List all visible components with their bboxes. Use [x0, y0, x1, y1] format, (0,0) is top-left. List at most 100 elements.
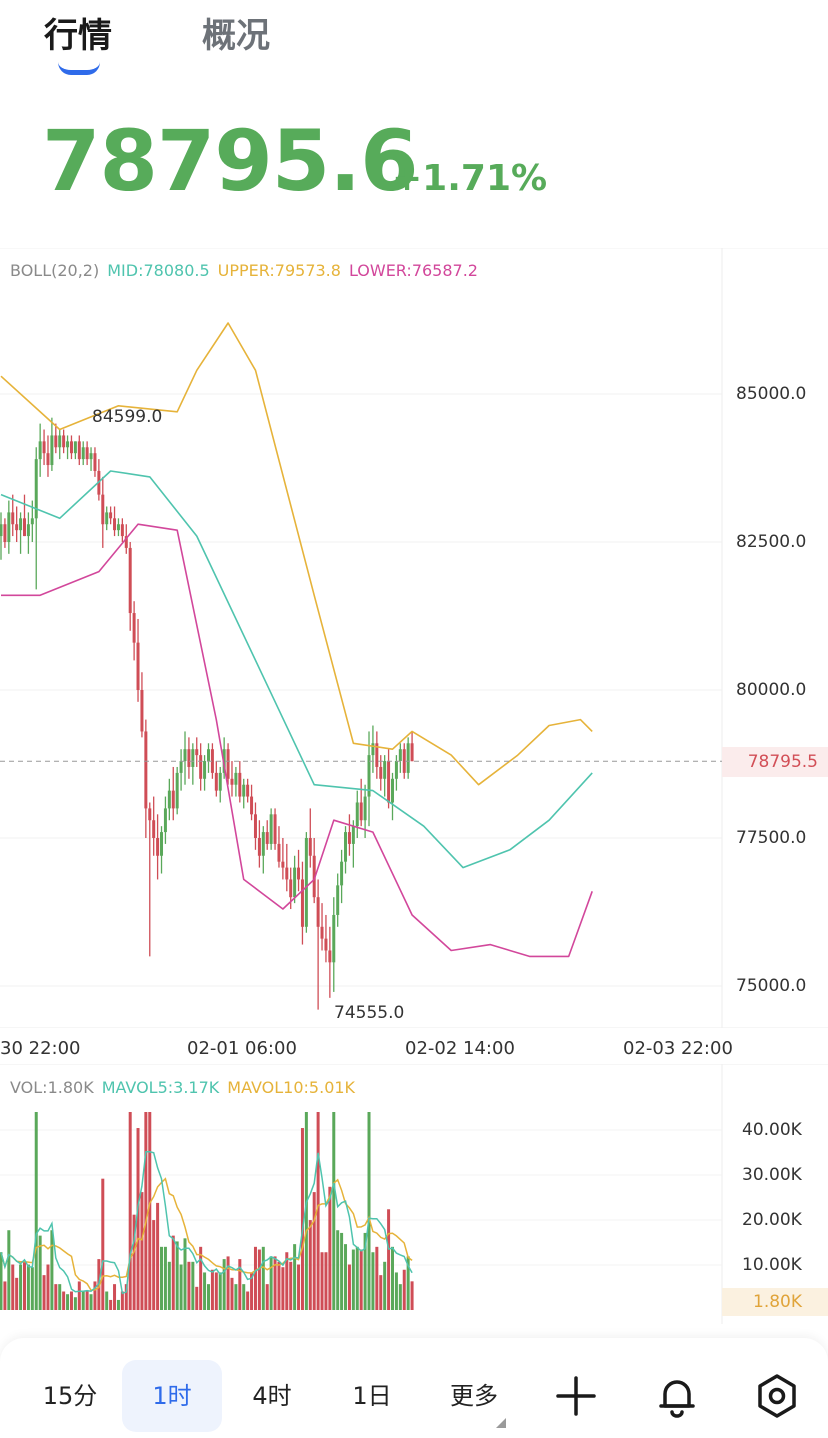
volume-bar [175, 1241, 179, 1310]
vol-tick-20k: 20.00K [742, 1210, 802, 1230]
candle-body [332, 914, 336, 963]
volume-bar [375, 1246, 379, 1310]
candle-body [402, 749, 406, 773]
interval-4h[interactable]: 4时 [252, 1382, 292, 1410]
interval-more[interactable]: 更多 [450, 1382, 498, 1410]
price-gridlines [0, 393, 722, 987]
vol-mavol5: MAVOL5:3.17K [101, 1078, 220, 1097]
plus-icon[interactable] [552, 1372, 600, 1420]
volume-bar [148, 1112, 152, 1310]
candle-body [46, 453, 50, 466]
volume-bar [54, 1284, 58, 1310]
candle-body [285, 867, 289, 880]
volume-bar [387, 1209, 391, 1310]
bell-icon[interactable] [653, 1372, 701, 1420]
volume-bar [66, 1294, 70, 1310]
volume-bar [156, 1202, 160, 1310]
candle-body [336, 885, 340, 915]
candle-body [136, 642, 140, 690]
candle-body [175, 772, 179, 809]
interval-15m[interactable]: 15分 [42, 1382, 98, 1410]
candle-body [234, 772, 238, 785]
volume-bar [116, 1299, 120, 1310]
candle-body [160, 832, 164, 856]
volume-bar [398, 1284, 402, 1310]
volume-bar [93, 1281, 97, 1310]
volume-bar [281, 1267, 285, 1310]
volume-bar [242, 1284, 246, 1310]
candle-body [203, 761, 207, 779]
volume-bar [50, 1230, 54, 1310]
volume-chart[interactable] [0, 1064, 828, 1324]
candle-body [398, 749, 402, 762]
candle-body [242, 784, 246, 797]
volume-bar [46, 1264, 50, 1310]
interval-1d[interactable]: 1日 [352, 1382, 392, 1410]
tab-market[interactable]: 行情 [44, 16, 112, 56]
volume-bar [38, 1235, 42, 1310]
candle-body [167, 790, 171, 809]
candle-body [383, 761, 387, 779]
vol-tick-30k: 30.00K [742, 1165, 802, 1185]
candles [0, 417, 414, 1010]
volume-bar [34, 1112, 38, 1310]
volume-bar [230, 1277, 234, 1310]
mavol5-line [0, 1151, 413, 1295]
candle-body [22, 518, 26, 537]
candle-body [210, 749, 214, 773]
candle-body [367, 755, 371, 797]
candle-body [199, 755, 203, 779]
volume-bar [379, 1275, 383, 1310]
candle-body [62, 435, 66, 448]
volume-bar [105, 1291, 109, 1310]
volume-bar [222, 1259, 226, 1310]
interval-1h[interactable]: 1时 [122, 1360, 222, 1432]
candle-body [148, 808, 152, 821]
volume-bars [0, 1112, 414, 1310]
volume-bar [269, 1256, 273, 1310]
candle-body [187, 749, 191, 767]
boll-lower: LOWER:76587.2 [348, 261, 478, 280]
candle-body [355, 802, 359, 827]
volume-bar [253, 1246, 257, 1310]
boll-mid-line [0, 470, 593, 869]
candle-body [304, 838, 308, 927]
volume-bar [160, 1246, 164, 1310]
volume-bar [163, 1246, 167, 1310]
volume-bar [85, 1291, 89, 1310]
candle-body [328, 950, 332, 963]
volume-bar [277, 1261, 281, 1310]
volume-bar [297, 1264, 301, 1310]
volume-gridlines [0, 1129, 722, 1266]
vol-tick-10k: 10.00K [742, 1255, 802, 1275]
volume-bar [344, 1244, 348, 1310]
volume-bar [261, 1246, 265, 1310]
candle-body [152, 820, 156, 838]
volume-bar [19, 1264, 23, 1310]
candle-body [81, 447, 85, 460]
candle-body [26, 524, 30, 537]
candle-body [214, 772, 218, 791]
price-tick-82500: 82500.0 [736, 532, 807, 552]
volume-bar [11, 1264, 15, 1310]
candle-body [7, 512, 11, 542]
candle-body [3, 524, 7, 542]
candle-body [144, 731, 148, 809]
tab-overview[interactable]: 概况 [202, 16, 270, 56]
candle-body [406, 743, 410, 773]
volume-bar [391, 1246, 394, 1310]
gear-icon[interactable] [753, 1372, 801, 1420]
bollinger-bands [0, 322, 593, 958]
volume-bar [30, 1267, 34, 1310]
volume-legend: VOL:1.80K MAVOL5:3.17K MAVOL10:5.01K [10, 1078, 363, 1097]
candle-body [179, 761, 183, 773]
candle-body [379, 766, 383, 779]
volume-bar [265, 1284, 269, 1310]
volume-bar [328, 1186, 332, 1310]
candlestick-chart[interactable] [0, 248, 828, 1028]
boll-name: BOLL(20,2) [10, 261, 100, 280]
volume-bar [218, 1272, 222, 1310]
candle-body [19, 518, 23, 531]
candle-body [300, 879, 304, 927]
volume-bar [120, 1291, 124, 1310]
